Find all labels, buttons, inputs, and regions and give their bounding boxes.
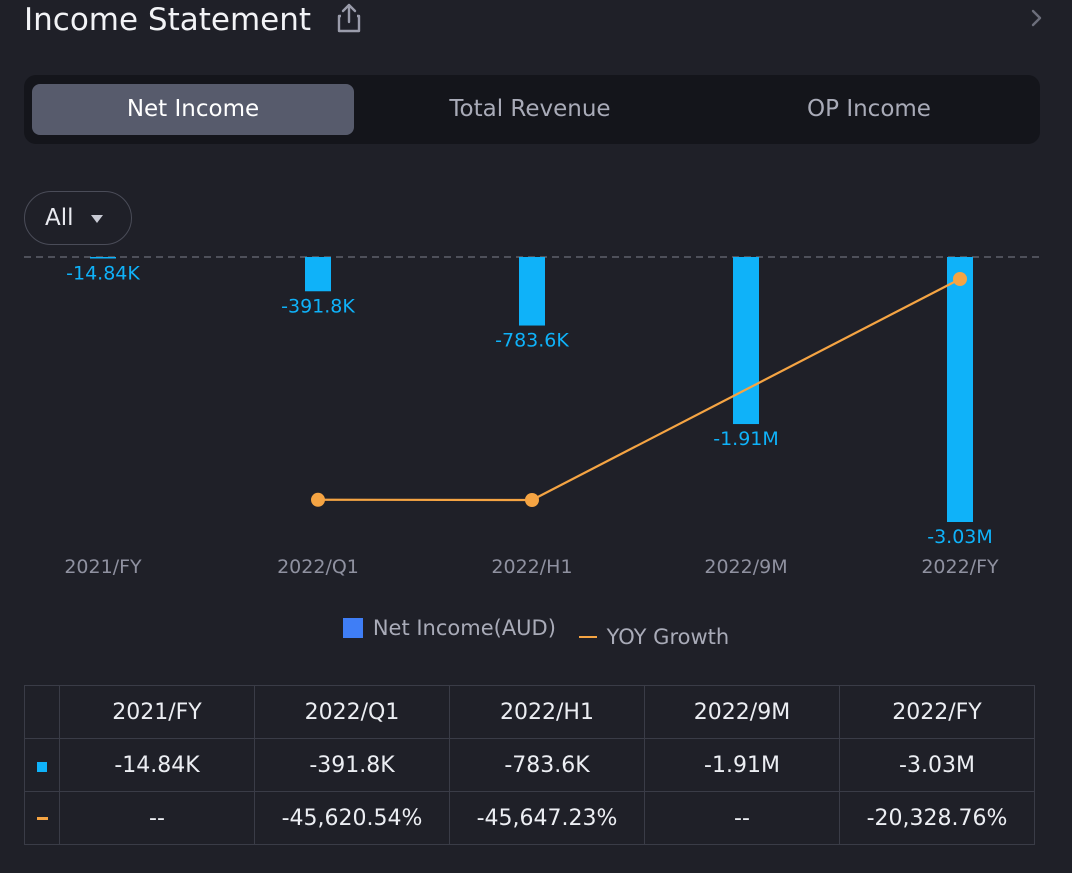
tab-total-revenue[interactable]: Total Revenue (449, 96, 611, 122)
table-cell: -20,328.76% (839, 791, 1035, 845)
header: Income Statement (24, 0, 1048, 44)
yoy-growth-point[interactable] (953, 272, 967, 286)
caret-down-icon (91, 215, 103, 223)
income-chart: -14.84K -391.8K -783.6K -1.91M -3.03M 2021/FY… (24, 256, 1040, 578)
table-cell: -1.91M (644, 738, 840, 792)
table-row-yoy-growth: -- -45,620.54% -45,647.23% -- -20,328.76… (24, 791, 1035, 845)
yoy-growth-line (317, 278, 961, 502)
legend-item-net-income[interactable]: Net Income(AUD) (342, 616, 556, 640)
tab-op-income[interactable]: OP Income (807, 96, 931, 122)
bar-data-label: -1.91M (713, 428, 779, 450)
bar-net-income[interactable] (90, 257, 116, 259)
chart-legend: Net Income(AUD) YOY Growth (0, 616, 1072, 649)
bar-net-income[interactable] (305, 257, 331, 292)
bar-net-income[interactable] (947, 257, 973, 522)
table-cell: -391.8K (254, 738, 450, 792)
table-cell: -3.03M (839, 738, 1035, 792)
bar-net-income[interactable] (519, 257, 545, 326)
row-marker-cell (24, 738, 60, 792)
tab-net-income[interactable]: Net Income (32, 84, 354, 135)
table-cell: -- (59, 791, 255, 845)
x-tick-label: 2022/H1 (491, 556, 572, 578)
table-header-cell: 2022/Q1 (254, 685, 450, 739)
table-header-cell: 2022/FY (839, 685, 1035, 739)
period-filter-dropdown[interactable]: All (24, 191, 132, 245)
net-income-marker-icon (37, 761, 47, 772)
bar-data-label: -391.8K (281, 295, 355, 317)
bar-data-label: -783.6K (495, 330, 569, 352)
yoy-growth-point[interactable] (311, 492, 325, 507)
chevron-right-icon[interactable] (1024, 4, 1048, 32)
yoy-growth-marker-icon (36, 817, 48, 820)
legend-label: YOY Growth (606, 625, 730, 649)
table-cell: -45,647.23% (449, 791, 645, 845)
table-header-cell: 2022/9M (644, 685, 840, 739)
data-table: 2021/FY 2022/Q1 2022/H1 2022/9M 2022/FY … (24, 685, 1035, 845)
x-tick-label: 2022/9M (704, 556, 787, 578)
legend-item-yoy-growth[interactable]: YOY Growth (578, 625, 730, 649)
x-tick-label: 2022/FY (921, 556, 999, 578)
yoy-growth-point[interactable] (525, 493, 539, 507)
metric-tabs: Net Income Total Revenue OP Income (24, 75, 1040, 144)
page-title: Income Statement (24, 2, 312, 38)
table-row-net-income: -14.84K -391.8K -783.6K -1.91M -3.03M (24, 738, 1035, 792)
x-tick-label: 2022/Q1 (277, 556, 359, 578)
table-corner-cell (24, 685, 60, 739)
x-tick-label: 2021/FY (64, 556, 142, 578)
row-marker-cell (24, 791, 60, 845)
legend-label: Net Income(AUD) (372, 616, 556, 640)
bar-data-label: -14.84K (66, 263, 140, 285)
filter-label: All (45, 205, 74, 231)
table-cell: -45,620.54% (254, 791, 450, 845)
bar-net-income[interactable] (733, 257, 759, 425)
legend-line-swatch (578, 636, 597, 638)
table-cell: -14.84K (59, 738, 255, 792)
table-header-row: 2021/FY 2022/Q1 2022/H1 2022/9M 2022/FY (24, 685, 1035, 739)
legend-bar-swatch (342, 618, 363, 638)
bar-data-label: -3.03M (927, 526, 993, 548)
table-cell: -- (644, 791, 840, 845)
share-icon[interactable] (335, 2, 363, 34)
table-header-cell: 2021/FY (59, 685, 255, 739)
table-cell: -783.6K (449, 738, 645, 792)
table-header-cell: 2022/H1 (449, 685, 645, 739)
